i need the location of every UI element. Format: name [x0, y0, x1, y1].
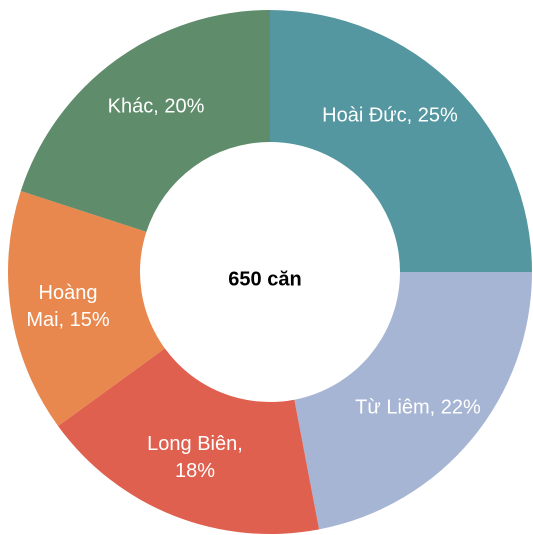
slice	[58, 348, 320, 534]
slice-label: Long Biên, 18%	[147, 433, 243, 482]
slice-label: Hoài Đức, 25%	[322, 104, 458, 126]
slice-label: Khác, 20%	[108, 95, 205, 117]
slice	[270, 10, 532, 272]
slice	[294, 272, 532, 530]
slices	[8, 10, 532, 534]
slice-label: Hoàng Mai, 15%	[26, 282, 110, 331]
slice	[8, 191, 165, 426]
slice-label: Từ Liêm, 22%	[355, 396, 481, 418]
slice	[20, 10, 270, 232]
center-label: 650 căn	[228, 268, 301, 290]
